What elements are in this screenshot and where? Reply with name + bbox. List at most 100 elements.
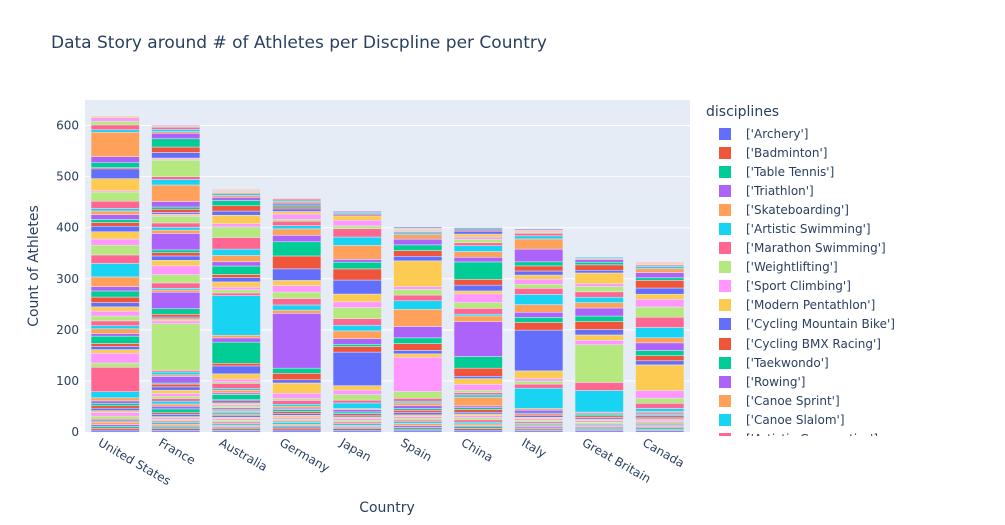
bar-segment[interactable] (151, 386, 201, 391)
bar-segment[interactable] (332, 416, 382, 419)
bar-segment[interactable] (635, 272, 685, 279)
bar-segment[interactable] (635, 293, 685, 300)
bar-segment[interactable] (453, 245, 503, 252)
bar-segment[interactable] (453, 367, 503, 377)
legend-item[interactable]: ['Triathlon'] (706, 181, 996, 200)
legend-item[interactable]: ['Marathon Swimming'] (706, 239, 996, 258)
bar-segment[interactable] (90, 131, 140, 157)
bar-segment[interactable] (332, 430, 382, 433)
bar-segment[interactable] (332, 414, 382, 418)
bar-segment[interactable] (635, 306, 685, 318)
bar-segment[interactable] (272, 416, 322, 420)
bar-segment[interactable] (90, 208, 140, 212)
bar-segment[interactable] (514, 383, 564, 389)
bar-segment[interactable] (151, 265, 201, 275)
legend-item[interactable]: ['Cycling BMX Racing'] (706, 334, 996, 353)
bar-segment[interactable] (453, 415, 503, 418)
bar-segment[interactable] (272, 429, 322, 433)
bar-segment[interactable] (90, 156, 140, 163)
bar-segment[interactable] (574, 291, 624, 298)
bar-segment[interactable] (151, 255, 201, 261)
bar-segment[interactable] (453, 407, 503, 410)
bar-segment[interactable] (151, 233, 201, 251)
bar-segment[interactable] (574, 259, 624, 263)
legend-item[interactable]: ['Archery'] (706, 124, 996, 143)
bar-segment[interactable] (393, 391, 443, 399)
bar-segment[interactable] (393, 425, 443, 428)
legend-item[interactable]: ['Rowing'] (706, 372, 996, 391)
bar-segment[interactable] (211, 383, 261, 389)
bar-segment[interactable] (211, 274, 261, 278)
bar-segment[interactable] (453, 412, 503, 415)
bar-segment[interactable] (393, 412, 443, 416)
bar-segment[interactable] (453, 394, 503, 398)
bar-segment[interactable] (514, 265, 564, 272)
bar-segment[interactable] (90, 426, 140, 429)
bar-segment[interactable] (90, 225, 140, 232)
bar-segment[interactable] (635, 397, 685, 404)
bar-segment[interactable] (635, 337, 685, 344)
bar-segment[interactable] (635, 268, 685, 273)
bar-segment[interactable] (272, 255, 322, 270)
bar-segment[interactable] (90, 397, 140, 402)
bar-segment[interactable] (90, 335, 140, 344)
bar-segment[interactable] (211, 389, 261, 394)
bar-segment[interactable] (211, 248, 261, 256)
bar-segment[interactable] (514, 288, 564, 295)
bar-segment[interactable] (272, 235, 322, 243)
bar-segment[interactable] (272, 202, 322, 206)
bar-segment[interactable] (272, 280, 322, 286)
bar-segment[interactable] (90, 333, 140, 337)
bar-segment[interactable] (514, 235, 564, 240)
bar-segment[interactable] (151, 403, 201, 407)
bar-stack[interactable] (151, 124, 201, 433)
bar-segment[interactable] (90, 116, 140, 118)
bar-segment[interactable] (151, 176, 201, 180)
bar-segment[interactable] (393, 416, 443, 419)
bar-segment[interactable] (514, 317, 564, 323)
bar-segment[interactable] (272, 409, 322, 412)
bar-segment[interactable] (635, 350, 685, 356)
bar-segment[interactable] (393, 289, 443, 296)
bar-segment[interactable] (332, 293, 382, 303)
bar-segment[interactable] (90, 219, 140, 223)
bar-segment[interactable] (393, 410, 443, 413)
bar-segment[interactable] (453, 384, 503, 391)
bar-segment[interactable] (272, 304, 322, 311)
bar-segment[interactable] (211, 189, 261, 191)
bar-segment[interactable] (332, 228, 382, 238)
bar-segment[interactable] (90, 191, 140, 202)
bar-segment[interactable] (514, 248, 564, 263)
bar-segment[interactable] (332, 318, 382, 326)
bar-segment[interactable] (90, 315, 140, 322)
bar-segment[interactable] (211, 341, 261, 364)
bar-segment[interactable] (453, 321, 503, 357)
bar-segment[interactable] (272, 225, 322, 230)
bar-segment[interactable] (151, 400, 201, 405)
bar-segment[interactable] (272, 413, 322, 416)
bar-segment[interactable] (635, 287, 685, 295)
bar-segment[interactable] (211, 255, 261, 263)
bar-segment[interactable] (514, 409, 564, 414)
bar-segment[interactable] (211, 261, 261, 267)
bar-segment[interactable] (272, 200, 322, 204)
bar-segment[interactable] (574, 286, 624, 293)
bar-segment[interactable] (332, 268, 382, 281)
bar-segment[interactable] (332, 402, 382, 409)
bar-segment[interactable] (90, 286, 140, 292)
bar-segment[interactable] (151, 146, 201, 153)
legend-item[interactable]: ['Badminton'] (706, 143, 996, 162)
bar-segment[interactable] (453, 426, 503, 429)
legend-item[interactable]: ['Table Tennis'] (706, 162, 996, 181)
bar-segment[interactable] (453, 423, 503, 426)
bar-segment[interactable] (453, 419, 503, 423)
bar-segment[interactable] (514, 283, 564, 289)
bar-segment[interactable] (151, 260, 201, 267)
bar-segment[interactable] (393, 226, 443, 229)
bar-segment[interactable] (211, 215, 261, 224)
bar-segment[interactable] (514, 228, 564, 231)
bar-stack[interactable] (90, 116, 140, 433)
bar-segment[interactable] (151, 133, 201, 140)
bar-stack[interactable] (635, 261, 685, 433)
bar-segment[interactable] (272, 298, 322, 306)
